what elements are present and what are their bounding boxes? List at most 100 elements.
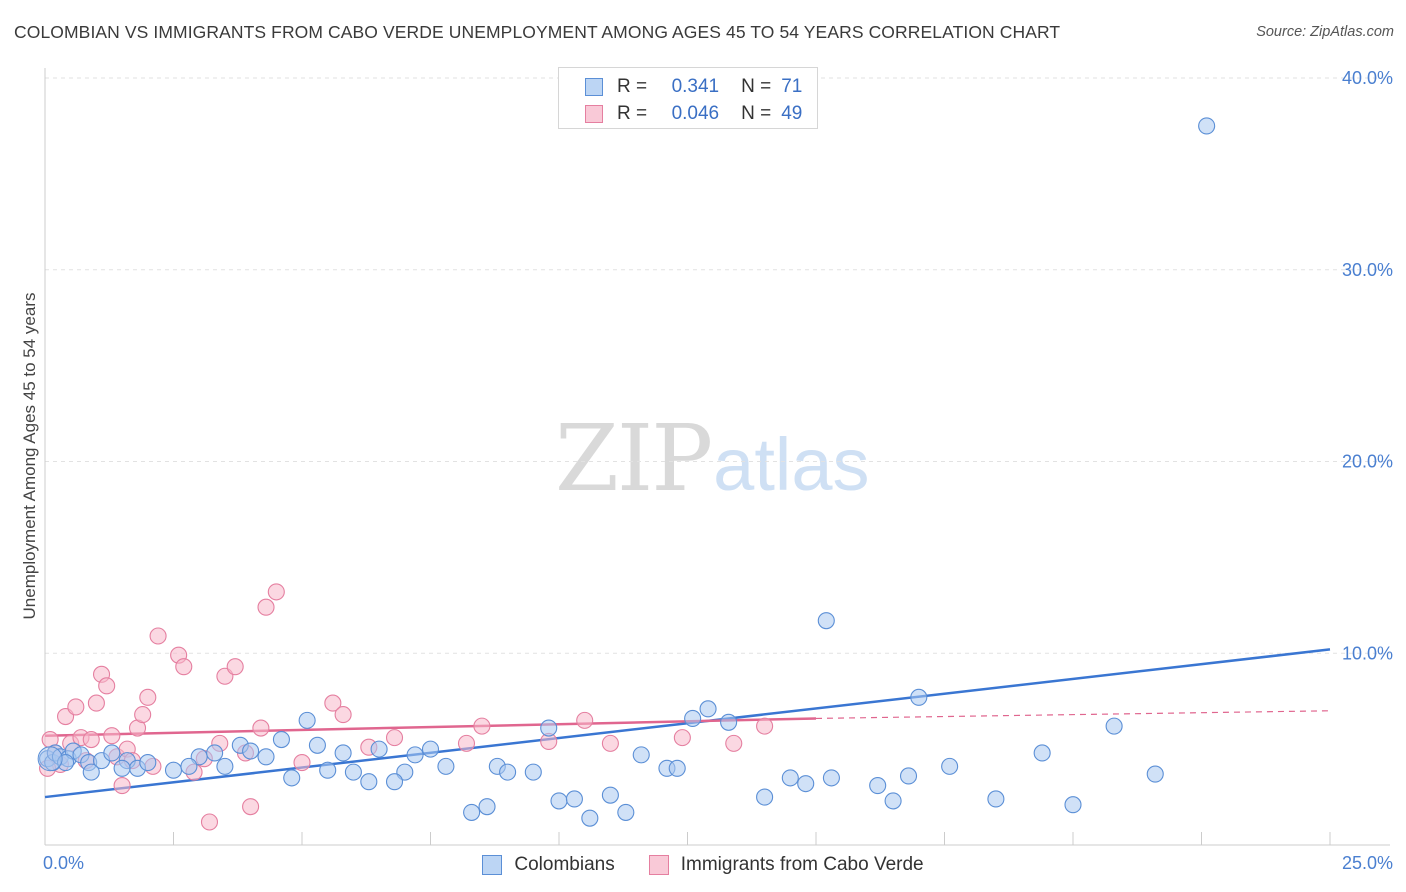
point-cabo-verde [756, 717, 774, 735]
point-colombians [216, 757, 234, 775]
point-colombians [668, 759, 686, 777]
point-colombians [632, 746, 650, 764]
watermark-atlas: atlas [713, 423, 870, 506]
legend-item-cabo-verde[interactable]: Immigrants from Cabo Verde [648, 854, 924, 876]
point-colombians [1146, 765, 1164, 783]
point-cabo-verde [252, 719, 270, 737]
x-tick-label: 0.0% [43, 853, 84, 873]
point-colombians [272, 730, 290, 749]
watermark: ZIPatlas [555, 405, 869, 512]
point-cabo-verde [673, 729, 691, 747]
point-colombians [1033, 744, 1051, 762]
legend-r-value: 0.046 [671, 103, 720, 124]
point-colombians [385, 773, 404, 791]
point-colombians [139, 753, 157, 772]
point-colombians [37, 746, 63, 772]
series-legend: Colombians Immigrants from Cabo Verde [0, 852, 1406, 878]
axis-labels: 10.0% 20.0% 30.0% 40.0% 0.0% 25.0% Unemploymen… [20, 68, 1393, 873]
legend-n-label: N = [741, 103, 772, 124]
trend-extension-cabo-verde [815, 710, 1331, 720]
legend-row-colombians: R = 0.341 N = 71 [585, 75, 802, 99]
point-colombians [308, 736, 326, 754]
point-colombians [298, 711, 316, 729]
point-cabo-verde [82, 730, 100, 749]
point-colombians [360, 773, 378, 791]
y-axis-title: Unemployment Among Ages 45 to 54 years [20, 293, 39, 620]
legend-label-colombians: Colombians [514, 854, 615, 875]
y-tick-label: 10.0% [1342, 643, 1393, 663]
data-points [37, 117, 1216, 831]
legend-r-label: R = [617, 76, 648, 97]
legend-row-cabo-verde: R = 0.046 N = 49 [585, 102, 802, 126]
y-tick-label: 40.0% [1342, 68, 1393, 88]
point-cabo-verde [324, 694, 342, 712]
point-cabo-verde [67, 698, 85, 716]
point-colombians [242, 742, 260, 760]
x-tick-label: 25.0% [1342, 853, 1393, 873]
point-colombians [334, 744, 352, 762]
point-cabo-verde [257, 598, 275, 616]
point-cabo-verde [139, 688, 157, 706]
point-cabo-verde [601, 734, 619, 752]
axes [44, 68, 1390, 846]
legend-r-label: R = [617, 103, 648, 124]
point-colombians [581, 809, 599, 827]
point-colombians [565, 790, 583, 808]
point-colombians [344, 763, 362, 781]
point-colombians [524, 763, 542, 781]
point-colombians [720, 713, 738, 731]
point-colombians [781, 769, 799, 787]
point-cabo-verde [473, 717, 491, 735]
point-colombians [82, 763, 100, 781]
point-colombians [869, 777, 887, 795]
point-colombians [1064, 796, 1082, 814]
legend-n-label: N = [741, 76, 772, 97]
point-cabo-verde [385, 729, 404, 747]
legend-label-cabo-verde: Immigrants from Cabo Verde [680, 854, 924, 875]
point-colombians [478, 798, 496, 816]
stats-legend: R = 0.341 N = 71 R = 0.046 N = 49 [558, 67, 818, 129]
legend-swatch-colombians [482, 855, 503, 875]
point-cabo-verde [334, 706, 352, 724]
point-cabo-verde [134, 706, 152, 724]
point-colombians [463, 803, 481, 821]
point-cabo-verde [113, 777, 131, 795]
point-colombians [180, 757, 198, 775]
legend-n-value: 71 [781, 76, 803, 97]
grid-lines [45, 77, 1390, 654]
y-tick-label: 30.0% [1342, 260, 1393, 280]
point-cabo-verde [200, 813, 219, 831]
source-label: Source: ZipAtlas.com [1256, 24, 1394, 40]
point-cabo-verde [267, 583, 285, 601]
point-colombians [550, 792, 568, 810]
point-colombians [421, 740, 440, 758]
point-colombians [910, 688, 928, 706]
point-colombians [684, 709, 702, 727]
legend-swatch-colombians [585, 78, 603, 96]
point-cabo-verde [293, 753, 311, 772]
point-colombians [797, 775, 815, 793]
point-colombians [499, 763, 517, 781]
legend-swatch-cabo-verde [648, 855, 669, 875]
point-cabo-verde [87, 694, 105, 712]
point-colombians [601, 786, 619, 804]
legend-item-colombians[interactable]: Colombians [482, 854, 615, 876]
point-colombians [113, 759, 131, 777]
point-colombians [164, 761, 183, 779]
point-colombians [699, 700, 717, 718]
point-colombians [406, 746, 424, 764]
point-colombians [822, 769, 840, 787]
watermark-zip: ZIP [555, 405, 713, 512]
point-cabo-verde [226, 658, 244, 676]
point-colombians [283, 769, 301, 787]
point-cabo-verde [98, 677, 116, 695]
point-cabo-verde [103, 727, 121, 745]
point-colombians [103, 744, 121, 762]
point-colombians [319, 761, 337, 779]
point-colombians [437, 757, 455, 775]
point-colombians [817, 612, 835, 630]
point-cabo-verde [149, 627, 167, 645]
point-colombians [756, 788, 774, 806]
point-colombians [899, 767, 918, 785]
